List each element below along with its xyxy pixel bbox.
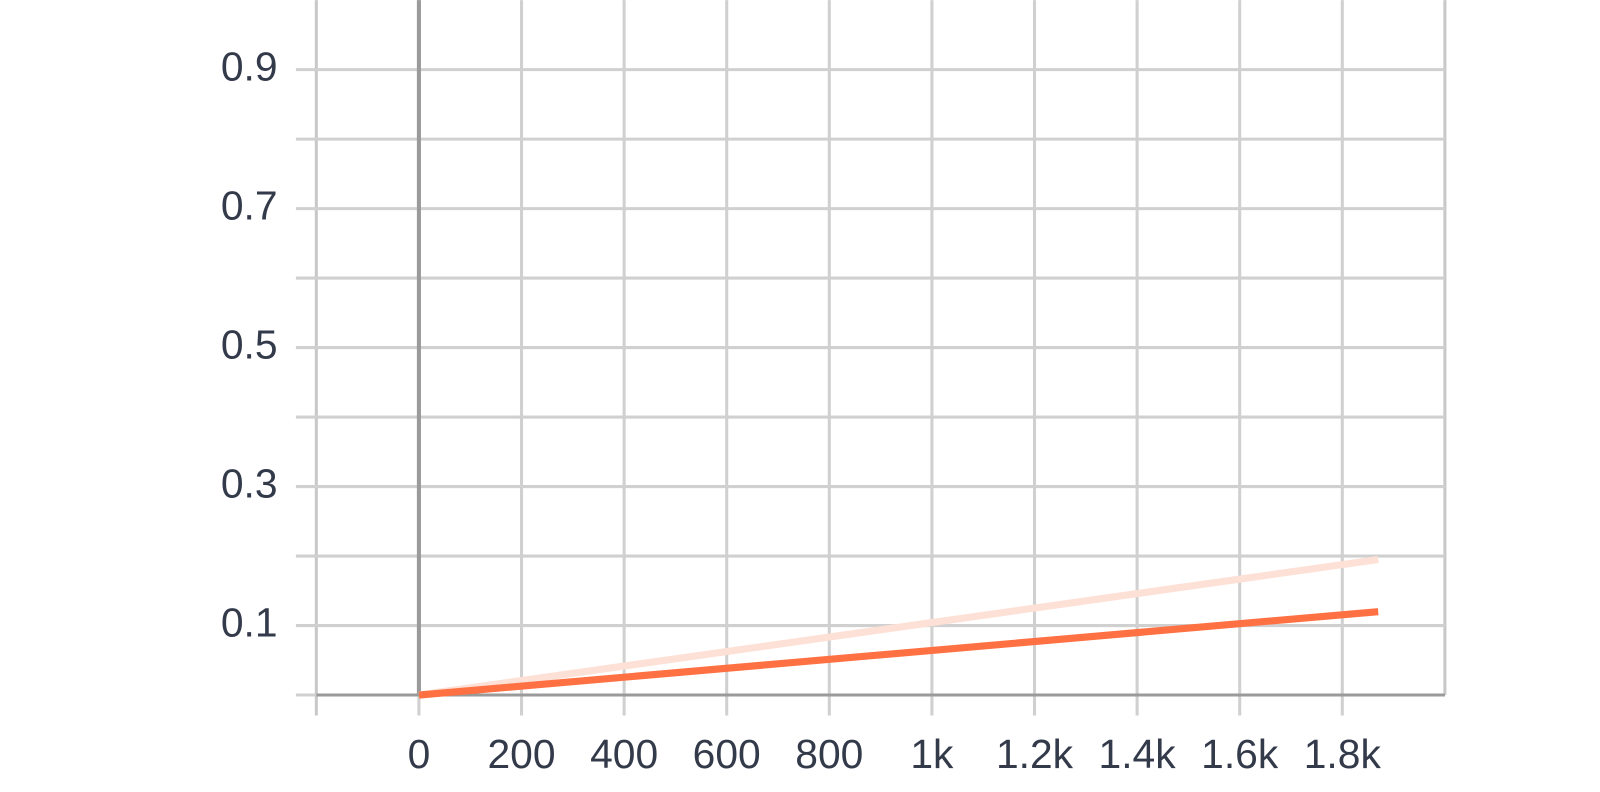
x-tick-label: 600: [693, 731, 761, 777]
y-tick-label: 0.7: [221, 182, 278, 228]
series-line: [418, 555, 1379, 699]
x-tick-label: 200: [487, 731, 555, 777]
x-tick-label: 400: [590, 731, 658, 777]
x-tick-label: 1.2k: [996, 731, 1074, 777]
y-tick-label: 0.3: [221, 460, 278, 506]
x-tick-label: 0: [408, 731, 431, 777]
x-tick-label: 1.6k: [1201, 731, 1279, 777]
y-tick-label: 0.5: [221, 321, 278, 367]
y-tick-label: 0.9: [221, 43, 278, 89]
y-tick-label: 0.1: [221, 599, 278, 645]
x-tick-label: 800: [795, 731, 863, 777]
x-tick-label: 1k: [910, 731, 954, 777]
x-tick-label: 1.4k: [1099, 731, 1177, 777]
series-line: [418, 608, 1379, 699]
x-tick-label: 1.8k: [1304, 731, 1382, 777]
